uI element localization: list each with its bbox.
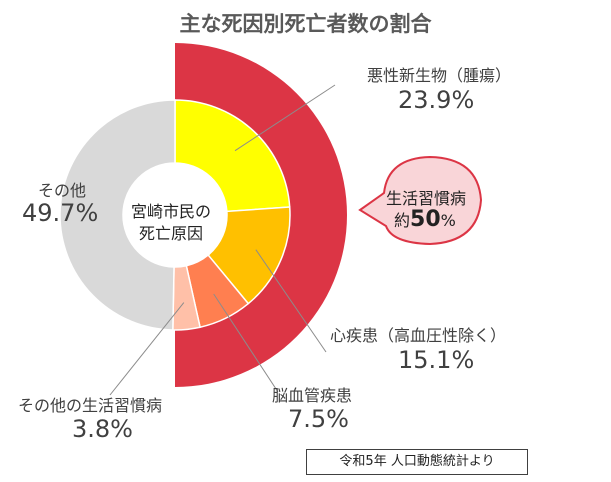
slice-cancer — [174, 99, 291, 213]
slice-value-cancer: 23.9% — [398, 86, 475, 114]
center-label-line2: 死亡原因 — [139, 224, 204, 243]
callout-bubble — [358, 155, 483, 246]
leader-line-cancer — [234, 84, 336, 152]
source-note: 令和5年 人口動態統計より — [306, 449, 528, 475]
slice-value-other: 49.7% — [22, 199, 99, 227]
slice-value-stroke: 7.5% — [288, 405, 349, 433]
slice-label-heart: 心疾患（高血圧性除く） — [330, 326, 507, 345]
outer-ring-lifestyle — [175, 43, 347, 387]
center-label-line1: 宮崎市民の — [131, 202, 212, 221]
callout-value: 約50% — [394, 207, 456, 232]
leader-line-stroke — [213, 293, 279, 393]
callout-suffix: % — [440, 211, 456, 230]
callout-number: 50 — [410, 207, 441, 232]
slice-other — [59, 99, 176, 331]
slice-value-heart: 15.1% — [398, 346, 475, 374]
slice-label-other-lifestyle: その他の生活習慣病 — [18, 396, 163, 415]
chart-title: 主な死因別死亡者数の割合 — [179, 12, 432, 36]
slice-value-other-lifestyle: 3.8% — [72, 415, 133, 443]
leader-line-heart — [255, 249, 327, 353]
slice-label-other: その他 — [38, 181, 87, 200]
callout-prefix: 約 — [394, 211, 411, 230]
leader-line-other-lifestyle — [109, 302, 185, 396]
slice-label-stroke: 脳血管疾患 — [272, 386, 353, 405]
callout-title: 生活習慣病 — [386, 189, 467, 208]
slice-label-cancer: 悪性新生物（腫瘍） — [367, 66, 512, 85]
